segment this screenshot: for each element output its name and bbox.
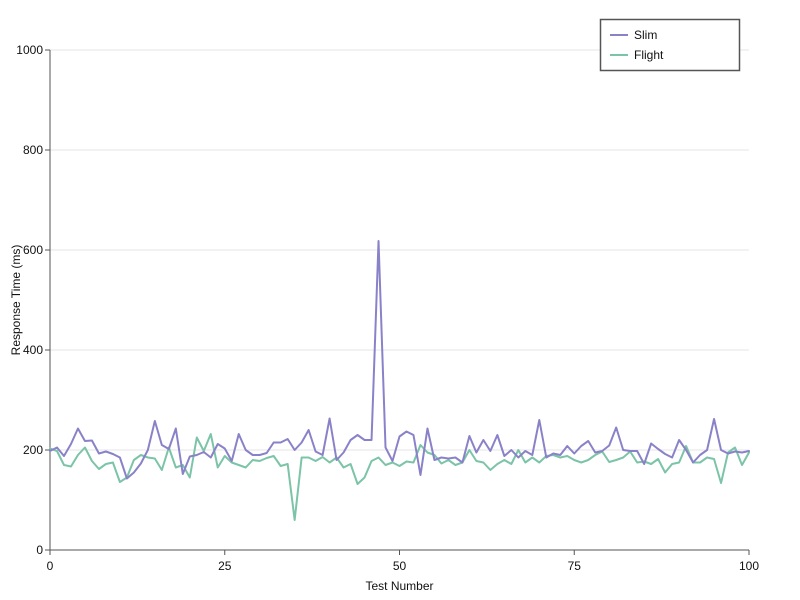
series-line-slim xyxy=(49,240,750,480)
legend-label-flight: Flight xyxy=(634,48,664,62)
x-axis-label: Test Number xyxy=(365,579,433,593)
legend: Slim Flight xyxy=(599,18,741,72)
x-tick-label: 50 xyxy=(393,559,407,573)
x-axis-ticks: 0 25 50 75 100 xyxy=(47,550,759,573)
y-tick-label: 1000 xyxy=(16,43,43,57)
grid-lines xyxy=(50,49,749,451)
series-lines xyxy=(49,240,750,521)
y-tick-label: 400 xyxy=(23,343,43,357)
legend-label-slim: Slim xyxy=(634,28,657,42)
series-line-flight xyxy=(49,433,750,521)
y-tick-label: 800 xyxy=(23,143,43,157)
x-tick-label: 75 xyxy=(568,559,582,573)
y-tick-label: 0 xyxy=(36,543,43,557)
y-axis-label: Response Time (ms) xyxy=(9,245,23,356)
legend-box xyxy=(599,18,741,72)
y-tick-label: 200 xyxy=(23,443,43,457)
x-tick-label: 0 xyxy=(47,559,54,573)
axes xyxy=(49,50,749,551)
x-tick-label: 25 xyxy=(218,559,232,573)
y-tick-label: 600 xyxy=(23,243,43,257)
x-tick-label: 100 xyxy=(739,559,759,573)
legend-items: Slim Flight xyxy=(610,28,664,62)
y-axis-ticks: 0 200 400 600 800 1000 xyxy=(16,43,50,557)
